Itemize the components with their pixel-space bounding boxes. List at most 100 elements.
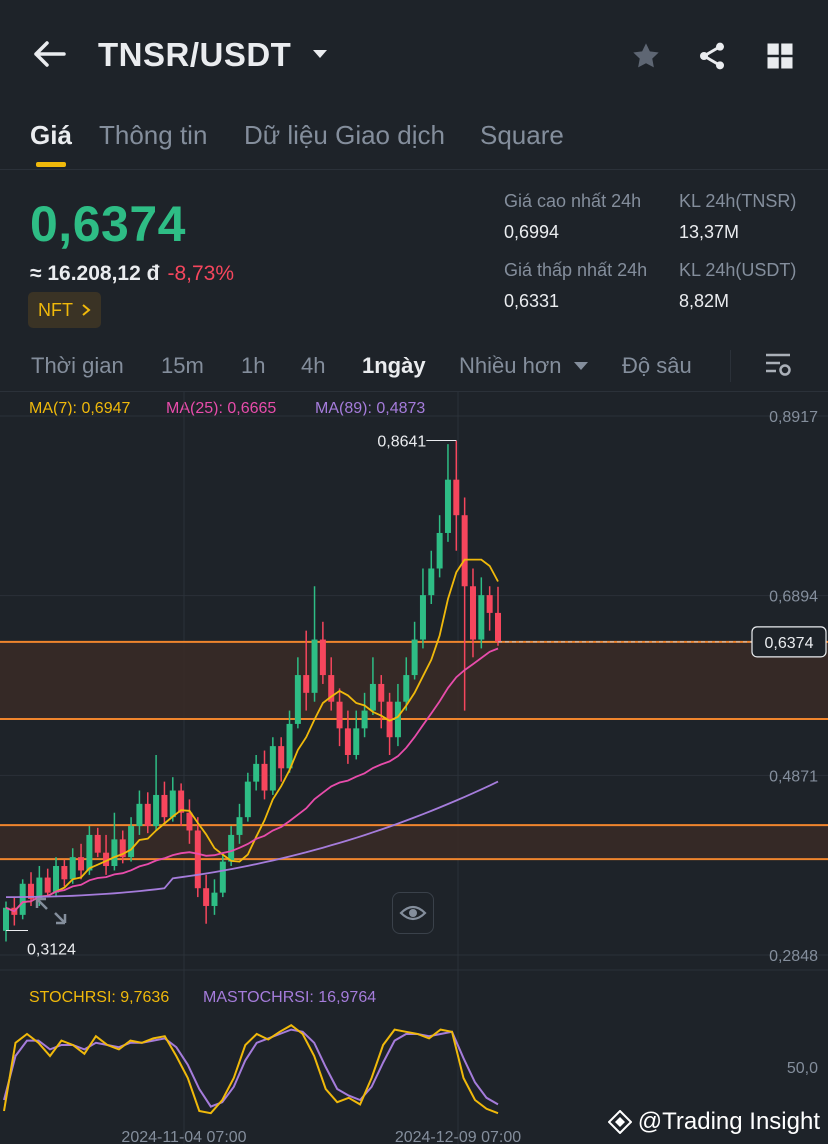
- stochrsi-panel: [3, 1024, 499, 1115]
- ma25-line: [5, 647, 499, 913]
- candle-body: [278, 746, 285, 769]
- vol-base-value: 13,37M: [679, 222, 740, 242]
- low-24h-value: 0,6331: [504, 291, 560, 311]
- tab-price[interactable]: Giá: [30, 120, 72, 150]
- candle-body: [111, 839, 118, 867]
- candle-body: [128, 826, 135, 858]
- fiat-price: ≈ 16.208,12 đ: [30, 262, 160, 285]
- candle-body: [261, 763, 268, 791]
- candlesticks: [3, 440, 501, 942]
- pair-title[interactable]: TNSR/USDT: [98, 36, 292, 73]
- candle-body: [361, 710, 368, 729]
- candle-body: [119, 839, 126, 858]
- x-tick-label: 2024-11-04 07:00: [121, 1129, 246, 1144]
- diamond-logo-icon: [607, 1110, 632, 1134]
- candle-body: [94, 834, 101, 853]
- candle-body: [19, 883, 26, 915]
- vol-quote-label: KL 24h(USDT): [679, 260, 797, 280]
- expand-icon[interactable]: [34, 896, 68, 926]
- nft-badge[interactable]: NFT: [28, 292, 101, 328]
- candle-body: [244, 781, 251, 818]
- active-tab-indicator: [36, 162, 66, 167]
- chevron-right-icon: [82, 304, 91, 316]
- candle-body: [486, 595, 493, 613]
- candle-body: [211, 892, 218, 906]
- price-change: -8,73%: [167, 262, 234, 285]
- interval-1d[interactable]: 1ngày: [362, 353, 426, 378]
- candle-body: [286, 723, 293, 769]
- candle-body: [478, 595, 485, 640]
- candle-body: [419, 595, 426, 640]
- candle-body: [336, 701, 343, 729]
- candle-body: [311, 639, 318, 693]
- candle-body: [28, 883, 35, 899]
- high-24h-value: 0,6994: [504, 222, 560, 242]
- chart-settings-icon[interactable]: [764, 352, 792, 384]
- candle-body: [61, 866, 68, 880]
- interval-15m[interactable]: 15m: [161, 353, 204, 378]
- candle-body: [403, 675, 410, 702]
- interval-4h[interactable]: 4h: [301, 353, 326, 378]
- tab-bar: Giá Thông tin Dữ liệu Giao dịch Square: [0, 110, 828, 170]
- ma25-legend: MA(25): 0,6665: [166, 400, 277, 417]
- candle-body: [161, 794, 168, 818]
- candle-body: [203, 888, 210, 906]
- candle-body: [69, 857, 76, 880]
- candle-body: [386, 701, 393, 738]
- candle-body: [169, 790, 176, 818]
- high-24h-label: Giá cao nhất 24h: [504, 191, 642, 211]
- interval-bar: Thời gian 15m 1h 4h 1ngày Nhiều hơn Độ s…: [0, 340, 828, 392]
- price-chart[interactable]: 0,8917 0,6894 0,4871 0,2848 0,6374 0,8641 0,31…: [0, 392, 828, 1144]
- candle-body: [353, 728, 360, 755]
- vol-quote-value: 8,82M: [679, 291, 730, 311]
- moving-average-lines: [5, 558, 752, 913]
- eye-icon[interactable]: [392, 892, 434, 934]
- candle-body: [469, 586, 476, 640]
- watermark: @Trading Insight: [607, 1108, 820, 1136]
- chart-grid: [0, 392, 828, 1144]
- candle-body: [178, 790, 185, 813]
- axis-labels: 0,8917 0,6894 0,4871 0,2848 0,6374 0,8641 0,31…: [6, 409, 827, 1144]
- tab-trading-data[interactable]: Dữ liệu Giao dịch: [244, 120, 445, 150]
- candle-body: [303, 675, 310, 693]
- share-icon[interactable]: [692, 36, 732, 76]
- candle-body: [378, 683, 385, 702]
- tab-square[interactable]: Square: [480, 120, 564, 150]
- candle-body: [144, 803, 151, 827]
- interval-1h[interactable]: 1h: [241, 353, 266, 378]
- ma89-legend: MA(89): 0,4873: [315, 400, 426, 417]
- y-tick-label: 0,8917: [769, 409, 818, 426]
- last-price: 0,6374: [30, 196, 186, 252]
- header: TNSR/USDT: [0, 0, 828, 110]
- tab-info[interactable]: Thông tin: [99, 120, 208, 150]
- candle-body: [453, 479, 460, 516]
- candle-body: [253, 763, 260, 782]
- mastochrsi-line: [3, 1028, 499, 1108]
- star-icon[interactable]: [626, 36, 666, 76]
- candle-body: [369, 683, 376, 711]
- high-marker-label: 0,8641: [377, 434, 426, 451]
- candle-body: [319, 639, 326, 676]
- nft-badge-label: NFT: [38, 299, 73, 320]
- grid-menu-icon[interactable]: [760, 36, 800, 76]
- divider: [730, 350, 731, 382]
- candle-body: [461, 515, 468, 587]
- low-marker-label: 0,3124: [27, 941, 76, 958]
- candle-body: [136, 803, 143, 827]
- candle-body: [444, 479, 451, 533]
- interval-more[interactable]: Nhiều hơn: [459, 353, 590, 379]
- candle-body: [495, 612, 501, 642]
- candle-body: [394, 701, 401, 738]
- y-tick-label: 0,6894: [769, 589, 818, 606]
- candle-body: [328, 675, 335, 702]
- interval-more-label: Nhiều hơn: [459, 353, 562, 378]
- pair-dropdown-icon[interactable]: [308, 44, 332, 64]
- candle-body: [194, 830, 201, 889]
- candle-body: [294, 675, 301, 724]
- candle-body: [411, 639, 418, 676]
- stoch-level-label: 50,0: [787, 1060, 818, 1077]
- depth-tab[interactable]: Độ sâu: [622, 353, 692, 378]
- back-arrow-icon[interactable]: [28, 36, 72, 72]
- interval-time[interactable]: Thời gian: [31, 353, 124, 378]
- ma7-legend: MA(7): 0,6947: [29, 400, 131, 417]
